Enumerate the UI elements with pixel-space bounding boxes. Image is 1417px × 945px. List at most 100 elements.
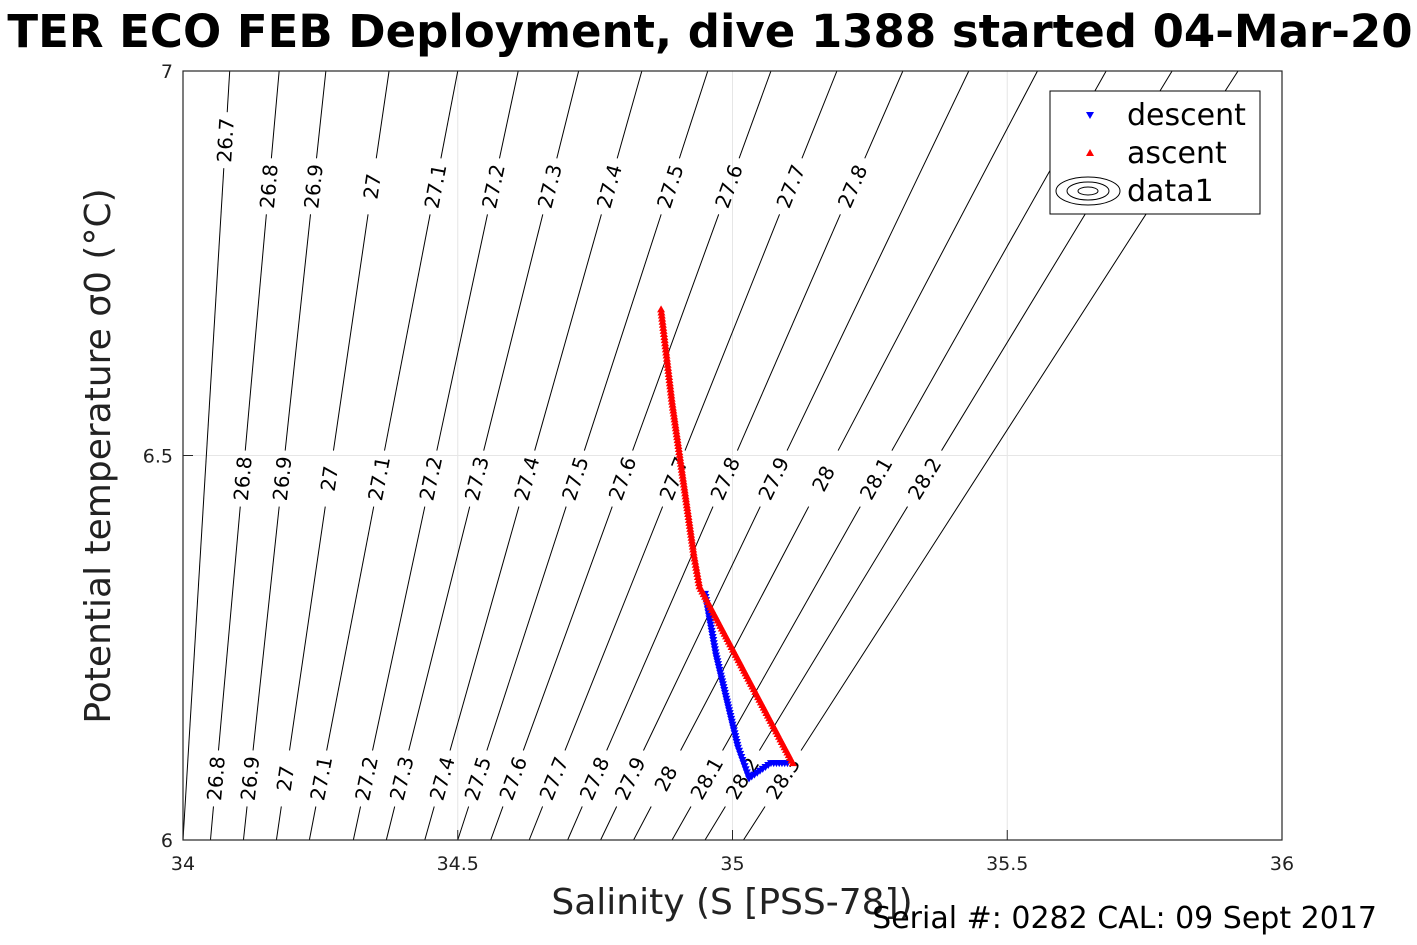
density-contour-line	[736, 214, 841, 451]
density-contour-line	[722, 506, 861, 751]
ascent-point	[677, 465, 686, 473]
density-contour-line	[226, 71, 231, 113]
legend-box	[1049, 90, 1261, 215]
ascent-point	[682, 495, 691, 503]
ascent-point	[679, 474, 688, 482]
density-contour-label: 27.1	[419, 162, 451, 210]
x-axis-label: Salinity (S [PSS-78])	[551, 882, 912, 923]
ascent-point	[669, 409, 678, 417]
ascent-point	[668, 400, 677, 408]
density-contour-line	[352, 806, 362, 840]
density-contour-label: 27.3	[533, 162, 567, 211]
density-contour-line	[375, 71, 390, 159]
density-contour-line	[801, 71, 838, 159]
density-contour-line	[408, 506, 471, 751]
density-contour-line	[556, 71, 580, 159]
legend: descent ascent data1	[1049, 90, 1261, 215]
ascent-point	[686, 527, 695, 535]
density-contour-label: 26.9	[268, 455, 297, 502]
density-contour-label: 27.8	[833, 161, 873, 211]
serial-calibration-footer: Serial #: 0282 CAL: 09 Sept 2017	[872, 901, 1377, 936]
density-contour-label: 28.1	[685, 753, 728, 804]
density-contour-label: 28.2	[903, 453, 947, 504]
ascent-point	[689, 548, 698, 556]
density-contour-label: 26.8	[229, 455, 257, 501]
density-contour-label: 27.4	[592, 162, 627, 211]
density-contour-label: 27.7	[534, 753, 573, 803]
density-contour-label: 27.8	[575, 753, 615, 803]
ascent-point	[684, 510, 693, 518]
density-contour-line	[864, 71, 904, 159]
ascent-point	[678, 471, 687, 479]
density-contour-label: 26.9	[299, 163, 328, 210]
ascent-point	[678, 468, 687, 476]
legend-ascent-label: ascent	[1127, 136, 1227, 171]
density-contour-label: 28.1	[855, 453, 898, 504]
density-contour-label: 27	[272, 764, 299, 793]
ascent-point	[693, 569, 702, 577]
density-contour-line	[384, 214, 431, 451]
ascent-point	[675, 447, 684, 455]
ascent-point	[694, 579, 703, 587]
density-contour-line	[522, 506, 613, 751]
density-contour-label: 27.2	[414, 454, 447, 503]
density-contour-label: 27.5	[557, 454, 594, 504]
density-contour-label: 27.8	[705, 453, 745, 503]
ascent-point	[676, 459, 685, 467]
density-contour-label: 27.4	[425, 754, 460, 803]
legend-descent-label: descent	[1127, 98, 1246, 133]
legend-ascent-marker	[1086, 149, 1094, 156]
ascent-point	[684, 515, 693, 523]
density-contour-line	[528, 806, 544, 840]
ascent-point	[673, 436, 682, 444]
density-contour-line	[326, 506, 375, 751]
ascent-point	[683, 507, 692, 515]
density-contour-label: 27.2	[477, 162, 510, 211]
density-contour-line	[738, 71, 772, 159]
density-contour-label: 27.1	[305, 754, 337, 802]
density-contour-line	[252, 506, 280, 751]
density-contour-line	[606, 506, 714, 751]
density-contour-label: 27.2	[350, 754, 383, 803]
density-contour-line	[449, 506, 520, 751]
ascent-point	[688, 539, 697, 547]
ascent-point	[661, 339, 670, 347]
plot-series	[657, 305, 797, 783]
density-contour-line	[284, 214, 312, 451]
y-tick-label: 7	[161, 61, 173, 83]
density-contour-line	[678, 71, 709, 159]
x-tick-label: 36	[1270, 853, 1294, 875]
ascent-point	[665, 379, 674, 387]
ascent-point	[658, 320, 667, 328]
ascent-point	[658, 317, 667, 325]
ascent-point	[660, 333, 669, 341]
density-contour-line	[372, 506, 426, 751]
ascent-point	[658, 314, 667, 322]
density-contour-line	[632, 214, 720, 451]
y-tick-label: 6	[161, 830, 173, 852]
density-contour-label: 27.6	[710, 161, 748, 211]
ascent-point	[666, 388, 675, 396]
density-contour-line	[704, 806, 726, 840]
ascent-point	[673, 439, 682, 447]
density-contour-line	[743, 806, 766, 840]
density-contour-line	[483, 214, 544, 451]
ascent-point	[669, 406, 678, 414]
ascent-point	[685, 521, 694, 529]
legend-descent-marker	[1086, 112, 1094, 119]
chart-title: TER ECO FEB Deployment, dive 1388 starte…	[7, 5, 1412, 58]
ascent-point	[657, 305, 666, 313]
density-contour-line	[583, 214, 662, 451]
ascent-point	[659, 323, 668, 331]
ascent-point	[665, 373, 674, 381]
ascent-point	[662, 354, 671, 362]
ascent-point	[659, 329, 668, 337]
density-contour-line	[534, 214, 602, 451]
ascent-point	[680, 486, 689, 494]
density-contour-line	[457, 806, 470, 840]
ascent-point	[679, 477, 688, 485]
ascent-point	[660, 336, 669, 344]
ascent-point	[694, 576, 703, 584]
ascent-point	[668, 403, 677, 411]
